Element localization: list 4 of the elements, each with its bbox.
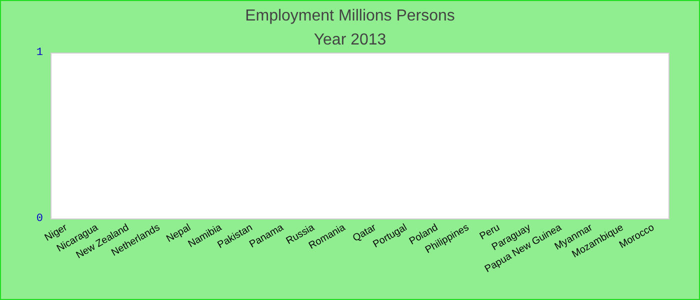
chart-title: Employment Millions Persons: [245, 8, 455, 24]
chart-subtitle: Year 2013: [314, 32, 386, 48]
y-tick-label: 1: [36, 47, 44, 59]
y-tick-label: 0: [36, 213, 43, 225]
